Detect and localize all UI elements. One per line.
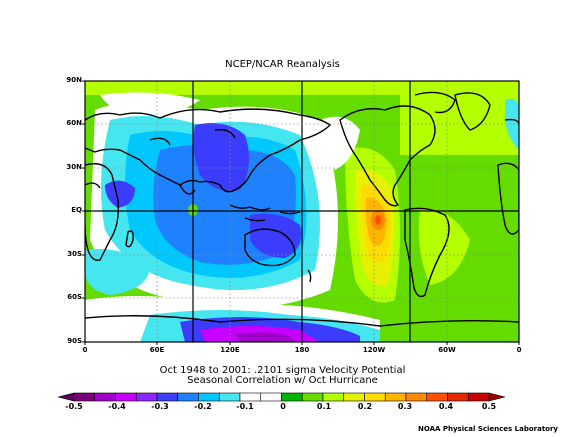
colorbar-label-01: 0.1 xyxy=(316,402,332,411)
colorbar-label-03: 0.3 xyxy=(397,402,413,411)
colorbar-label-05: 0.5 xyxy=(481,402,497,411)
credit-text: NOAA Physical Sciences Laboratory xyxy=(417,425,558,433)
lon-label-180: 180 xyxy=(294,346,310,354)
colorbar-swatch xyxy=(281,392,303,402)
colorbar-label-m02: -0.2 xyxy=(194,402,212,411)
colorbar-swatch xyxy=(239,392,262,402)
major-grid xyxy=(85,81,519,342)
map-title: NCEP/NCAR Reanalysis xyxy=(225,59,340,70)
colorbar-swatch xyxy=(343,392,365,402)
lat-label-90n: 90N xyxy=(66,76,82,84)
colorbar-swatch xyxy=(94,392,116,402)
minor-grid xyxy=(85,81,519,342)
colorbar-swatch xyxy=(364,392,386,402)
lon-label-0: 0 xyxy=(82,346,88,354)
subtitle-line-2: Seasonal Correlation w/ Oct Hurricane xyxy=(187,375,378,386)
colorbar-label-m05: -0.5 xyxy=(65,402,83,411)
lon-label-120w: 120W xyxy=(362,346,386,354)
lat-label-eq: EQ xyxy=(71,206,82,214)
colorbar-label-0: 0 xyxy=(280,402,286,411)
colorbar-swatch xyxy=(384,392,407,402)
coastlines xyxy=(85,91,519,327)
colorbar-swatch xyxy=(156,392,179,402)
lat-label-30s: 30S xyxy=(67,250,82,258)
lon-label-60e: 60E xyxy=(149,346,165,354)
colorbar-swatch xyxy=(301,392,324,402)
colorbar-swatch xyxy=(198,392,220,402)
lat-label-60n: 60N xyxy=(66,119,82,127)
colorbar-label-m04: -0.4 xyxy=(108,402,126,411)
colorbar-max-arrow xyxy=(488,392,506,402)
colorbar-label-04: 0.4 xyxy=(438,402,454,411)
colorbar-swatch xyxy=(467,392,490,402)
colorbar-swatch xyxy=(177,392,199,402)
lon-label-60w: 60W xyxy=(438,346,456,354)
colorbar-swatch xyxy=(426,392,448,402)
colorbar-label-m03: -0.3 xyxy=(151,402,169,411)
axis-ticks xyxy=(82,80,520,345)
colorbar-swatch xyxy=(260,392,282,402)
colorbar-label-02: 0.2 xyxy=(357,402,373,411)
subtitle-line-1: Oct 1948 to 2001: .2101 sigma Velocity P… xyxy=(159,365,406,376)
lat-label-90s: 90S xyxy=(67,337,82,345)
colorbar-swatch xyxy=(115,392,137,402)
lon-label-0-east: 0 xyxy=(516,346,522,354)
lat-label-30n: 30N xyxy=(66,163,82,171)
colorbar-swatch xyxy=(73,392,96,402)
colorbar-swatch xyxy=(447,392,469,402)
colorbar-swatch xyxy=(322,392,345,402)
lon-label-120e: 120E xyxy=(220,346,240,354)
colorbar-label-m01: -0.1 xyxy=(236,402,254,411)
colorbar-swatch xyxy=(405,392,428,402)
colorbar-swatch xyxy=(135,392,158,402)
lat-label-60s: 60S xyxy=(67,293,82,301)
colorbar-swatch xyxy=(218,392,241,402)
colorbar-min-arrow xyxy=(57,392,75,402)
